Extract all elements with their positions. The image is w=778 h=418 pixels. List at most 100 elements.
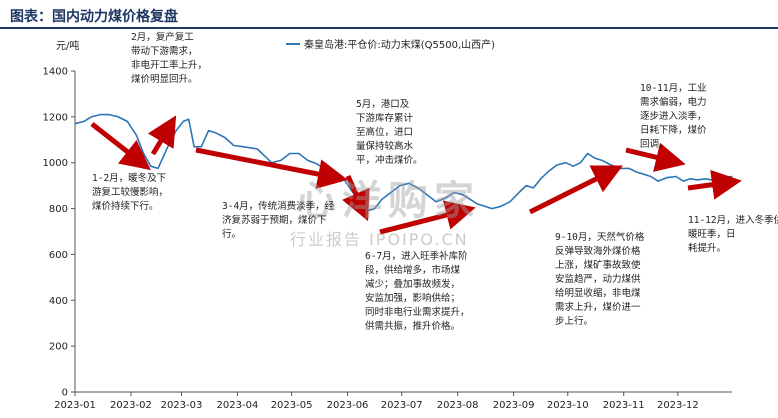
series-point (619, 167, 621, 169)
trend-arrow-down-oct-nov (625, 142, 686, 172)
series-point (417, 187, 419, 189)
series-point (289, 152, 291, 155)
series-point (476, 203, 479, 205)
series-point (628, 167, 630, 169)
x-tick-label: 2023-07 (381, 400, 423, 411)
series-point (83, 120, 85, 122)
series-point (666, 177, 668, 179)
series-point (675, 175, 677, 178)
trend-arrow-up-sep-oct (528, 165, 623, 215)
annotation-nov-dec: 11-12月，进入冬季供 暖旺季，日 耗提升。 (688, 215, 778, 254)
annotation-may: 5月，港口及 下游库存累计 至高位，进口 量保持较高水 平，冲击煤价。 (356, 99, 423, 166)
series-point (720, 177, 722, 179)
series-point (697, 179, 699, 181)
figure-header: 图表：国内动力煤价格复盘 (0, 0, 778, 30)
series-point (233, 144, 235, 147)
legend-label: 秦皇岛港:平仓价:动力末煤(Q5500,山西产) (304, 38, 495, 51)
series-point (390, 191, 392, 194)
series-point (408, 182, 410, 184)
y-tick-label: 200 (49, 342, 68, 353)
trend-arrow-down-may (342, 174, 370, 222)
x-tick-label: 2023-05 (271, 400, 313, 411)
x-tick-label: 2023-10 (547, 400, 589, 411)
series-point (224, 136, 226, 139)
annotation-jun-jul: 6-7月，进入旺季补库阶 段，供给增多，市场煤 减少；叠加事故频发， 安监加强，… (365, 251, 470, 332)
y-tick-label: 1400 (43, 67, 68, 78)
series-point (594, 157, 596, 159)
y-axis-unit-label: 元/吨 (56, 39, 79, 52)
figure-title: 图表：国内动力煤价格复盘 (10, 9, 178, 25)
watermark-logo-text: 心洋购家 (296, 178, 480, 224)
x-tick-label: 2023-12 (657, 400, 699, 411)
y-tick-label: 1200 (43, 112, 68, 123)
y-tick-label: 600 (49, 250, 68, 261)
series-point (90, 116, 92, 118)
series-point (150, 165, 152, 167)
y-tick-label: 800 (49, 204, 68, 215)
trend-arrow-up-feb (147, 115, 177, 156)
annotation-mar-apr: 3-4月，传统消费淡季，经 济复苏弱于预期，煤价下 行。 (222, 201, 335, 240)
series-point (491, 208, 493, 210)
x-tick-label: 2023-04 (217, 400, 259, 411)
series-point (215, 132, 217, 134)
trend-arrow-down-mar-apr (195, 147, 348, 189)
series-point (650, 175, 652, 178)
series-point (117, 116, 119, 118)
series-point (188, 118, 190, 120)
series-point (469, 198, 471, 200)
y-tick-label: 1000 (43, 158, 68, 169)
series-point (635, 171, 637, 173)
series-point (601, 159, 603, 161)
y-tick-label: 400 (49, 296, 68, 307)
series-point (182, 120, 184, 122)
series-point (126, 120, 128, 122)
title-rule (0, 27, 778, 29)
series-point (435, 201, 437, 203)
series-point (572, 165, 574, 167)
series-point (193, 146, 195, 148)
series-point (643, 173, 645, 175)
series-point (540, 178, 542, 180)
chart-legend: 秦皇岛港:平仓价:动力末煤(Q5500,山西产) (286, 38, 495, 51)
y-tick-label: 0 (62, 388, 68, 399)
series-point (525, 185, 527, 187)
series-point (143, 152, 145, 155)
series-point (711, 179, 713, 181)
series-point (547, 171, 549, 173)
series-point (381, 198, 383, 200)
watermark-site-text: 行业报告 IPOIPO.CN (290, 230, 469, 249)
series-point (135, 134, 137, 136)
series-point (453, 191, 455, 194)
series-point (208, 130, 210, 132)
series-point (484, 205, 486, 207)
trend-arrow-up-jun-jul (379, 200, 476, 235)
x-tick-label: 2023-02 (110, 400, 152, 411)
series-point (731, 175, 733, 178)
series-point (500, 205, 502, 207)
series-point (462, 194, 464, 196)
x-tick-label: 2023-08 (437, 400, 479, 411)
series-point (298, 152, 300, 155)
series-point (108, 114, 110, 116)
series-point (374, 208, 376, 210)
series-point (200, 146, 202, 148)
x-tick-label: 2023-01 (54, 400, 96, 411)
series-point (175, 130, 177, 132)
series-point (565, 162, 567, 164)
series-point (509, 201, 511, 203)
trend-arrow-up-dec (687, 169, 742, 200)
chart-axes: 0 200 400 600 800 1000 1200 1400 2023-01 2023-02 2… (43, 67, 732, 411)
series-point (657, 180, 659, 182)
series-point (704, 178, 706, 180)
series-point (682, 180, 684, 182)
x-tick-label: 2023-11 (603, 400, 645, 411)
trend-arrow-down-jan (90, 122, 151, 171)
series-point (610, 164, 612, 166)
series-point (518, 191, 520, 194)
series-point (307, 159, 309, 161)
series-point (532, 187, 535, 189)
series-point (263, 155, 266, 157)
x-tick-label: 2023-03 (161, 400, 203, 411)
series-point (579, 162, 582, 164)
